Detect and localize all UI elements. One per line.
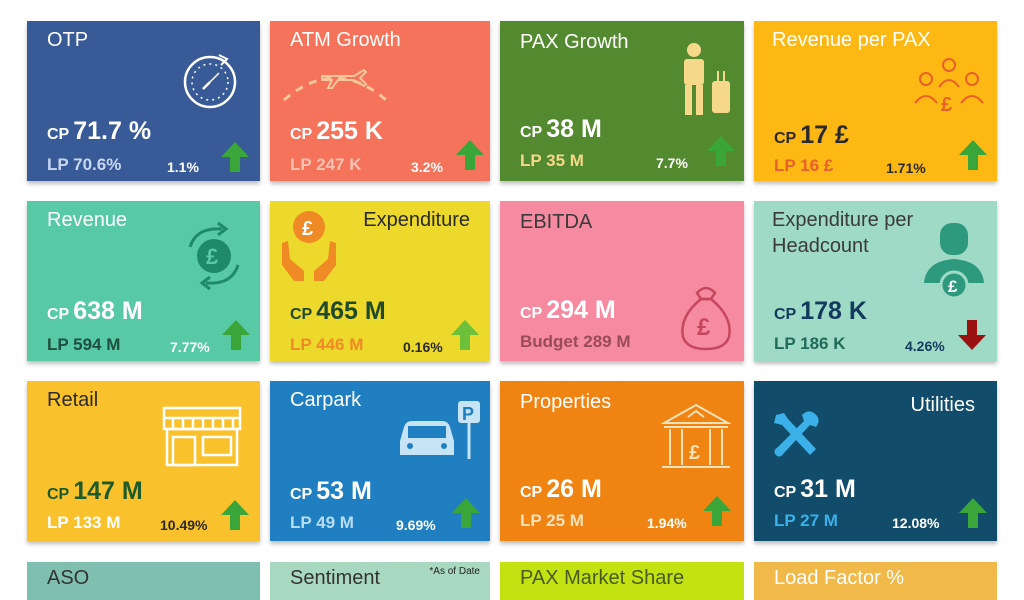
tile-title: Load Factor %	[774, 567, 905, 589]
arrow-up-icon	[959, 498, 987, 528]
cp-value: CP 178 K	[774, 297, 867, 325]
arrow-up-icon	[221, 500, 249, 530]
change-percent: 10.49%	[160, 517, 208, 533]
expenditure-per-headcount-tile[interactable]: Expenditure per Headcount £ CP 178 K LP 1…	[754, 201, 997, 361]
svg-text:£: £	[206, 244, 219, 269]
airplane-icon	[283, 68, 387, 102]
retail-tile[interactable]: Retail CP 147 M LP 133 M 10.49%	[27, 381, 260, 541]
utilities-tile[interactable]: Utilities CP 31 M LP 27 M 12.08%	[754, 381, 997, 541]
revenue-per-pax-tile[interactable]: Revenue per PAX £ CP 17 £ LP 16 £ 1.71%	[754, 21, 997, 181]
tile-title: Carpark	[290, 389, 362, 411]
change-percent: 0.16%	[403, 339, 443, 355]
cp-value: CP 17 £	[774, 121, 849, 149]
lp-value: LP 133 M	[47, 513, 121, 532]
change-percent: 1.1%	[167, 159, 199, 175]
cp-value: CP 255 K	[290, 117, 383, 145]
person-pound-icon: £	[924, 223, 984, 300]
cp-value: CP 26 M	[520, 475, 602, 503]
properties-tile[interactable]: Properties £ CP 26 M LP 25 M 1.94%	[500, 381, 744, 541]
change-percent: 7.77%	[170, 339, 210, 355]
cp-value: CP 638 M	[47, 297, 143, 325]
budget-value: Budget 289 M	[520, 332, 631, 351]
change-percent: 1.94%	[647, 515, 687, 531]
tile-title: Sentiment	[290, 567, 381, 589]
change-percent: 3.2%	[411, 159, 443, 175]
change-percent: 7.7%	[656, 155, 688, 171]
svg-text:P: P	[462, 404, 474, 424]
arrow-up-icon	[452, 498, 480, 528]
arrow-up-icon	[959, 140, 987, 170]
arrow-up-icon	[456, 140, 484, 170]
lp-value: LP 70.6%	[47, 155, 122, 174]
tile-title: Revenue	[47, 209, 128, 231]
shop-icon	[162, 406, 242, 467]
tile-title: EBITDA	[520, 211, 593, 233]
tile-title: OTP	[47, 29, 89, 51]
tile-title: Properties	[520, 391, 612, 413]
money-bag-icon: £	[681, 286, 731, 351]
arrow-down-icon	[958, 320, 986, 350]
svg-text:£: £	[689, 442, 700, 464]
svg-text:£: £	[697, 314, 711, 341]
change-percent: 4.26%	[905, 338, 945, 354]
revenue-tile[interactable]: Revenue £ CP 638 M LP 594 M 7.77%	[27, 201, 260, 361]
tile-title: Retail	[47, 389, 99, 411]
tile-title: ASO	[47, 567, 90, 589]
sentiment-tile[interactable]: Sentiment *As of Date	[270, 562, 490, 600]
arrow-up-icon	[222, 320, 250, 350]
hands-pound-icon: £	[282, 211, 336, 281]
pax-growth-tile[interactable]: PAX Growth CP 38 M LP 35 M 7.7%	[500, 21, 744, 181]
carpark-tile[interactable]: Carpark P CP 53 M LP 49 M 9.69%	[270, 381, 490, 541]
tile-title: PAX Market Share	[520, 567, 685, 589]
lp-value: LP 16 £	[774, 156, 834, 175]
change-percent: 9.69%	[396, 517, 436, 533]
arrow-up-icon	[707, 136, 735, 166]
atm-growth-tile[interactable]: ATM Growth CP 255 K LP 247 K 3.2%	[270, 21, 490, 181]
arrow-up-icon	[451, 320, 479, 350]
tile-title: Utilities	[910, 394, 975, 416]
lp-value: LP 25 M	[520, 511, 584, 530]
svg-text:£: £	[302, 218, 313, 240]
load-factor-tile[interactable]: Load Factor %	[754, 562, 997, 600]
lp-value: LP 186 K	[774, 334, 846, 353]
tile-title: PAX Growth	[520, 31, 629, 53]
cp-value: CP 31 M	[774, 475, 856, 503]
tile-title: ATM Growth	[290, 29, 401, 51]
lp-value: LP 446 M	[290, 335, 364, 354]
cp-value: CP 53 M	[290, 477, 372, 505]
arrow-up-icon	[221, 142, 249, 172]
lp-value: LP 27 M	[774, 511, 838, 530]
tile-title: Revenue per PAX	[772, 29, 931, 51]
tile-title: Expenditure per Headcount	[772, 209, 914, 257]
car-parking-icon: P	[400, 401, 480, 459]
arrow-up-icon	[703, 496, 731, 526]
expenditure-tile[interactable]: Expenditure £ CP 465 M LP 446 M 0.16%	[270, 201, 490, 361]
tile-title: Expenditure	[363, 209, 470, 231]
lp-value: LP 49 M	[290, 513, 354, 532]
lp-value: LP 35 M	[520, 151, 584, 170]
svg-text:£: £	[941, 94, 952, 116]
traveler-luggage-icon	[684, 43, 730, 115]
tools-icon	[774, 411, 819, 457]
change-percent: 1.71%	[886, 160, 926, 176]
cp-value: CP 71.7 %	[47, 117, 152, 145]
lp-value: LP 594 M	[47, 335, 121, 354]
cp-value: CP 147 M	[47, 477, 143, 505]
pound-cycle-icon: £	[188, 221, 240, 291]
cp-value: CP 38 M	[520, 115, 602, 143]
ebitda-tile[interactable]: EBITDA £ CP 294 M Budget 289 M	[500, 201, 744, 361]
otp-tile[interactable]: OTP CP 71.7 % LP 70.6% 1.1%	[27, 21, 260, 181]
stopwatch-icon	[183, 54, 237, 109]
svg-text:£: £	[948, 277, 958, 296]
change-percent: 12.08%	[892, 515, 940, 531]
aso-tile[interactable]: ASO	[27, 562, 260, 600]
building-pound-icon: £	[660, 403, 732, 468]
people-pound-icon: £	[914, 58, 984, 116]
lp-value: LP 247 K	[290, 155, 362, 174]
as-of-date-note: *As of Date	[429, 566, 480, 577]
pax-market-share-tile[interactable]: PAX Market Share	[500, 562, 744, 600]
cp-value: CP 294 M	[520, 296, 616, 324]
cp-value: CP 465 M	[290, 297, 386, 325]
